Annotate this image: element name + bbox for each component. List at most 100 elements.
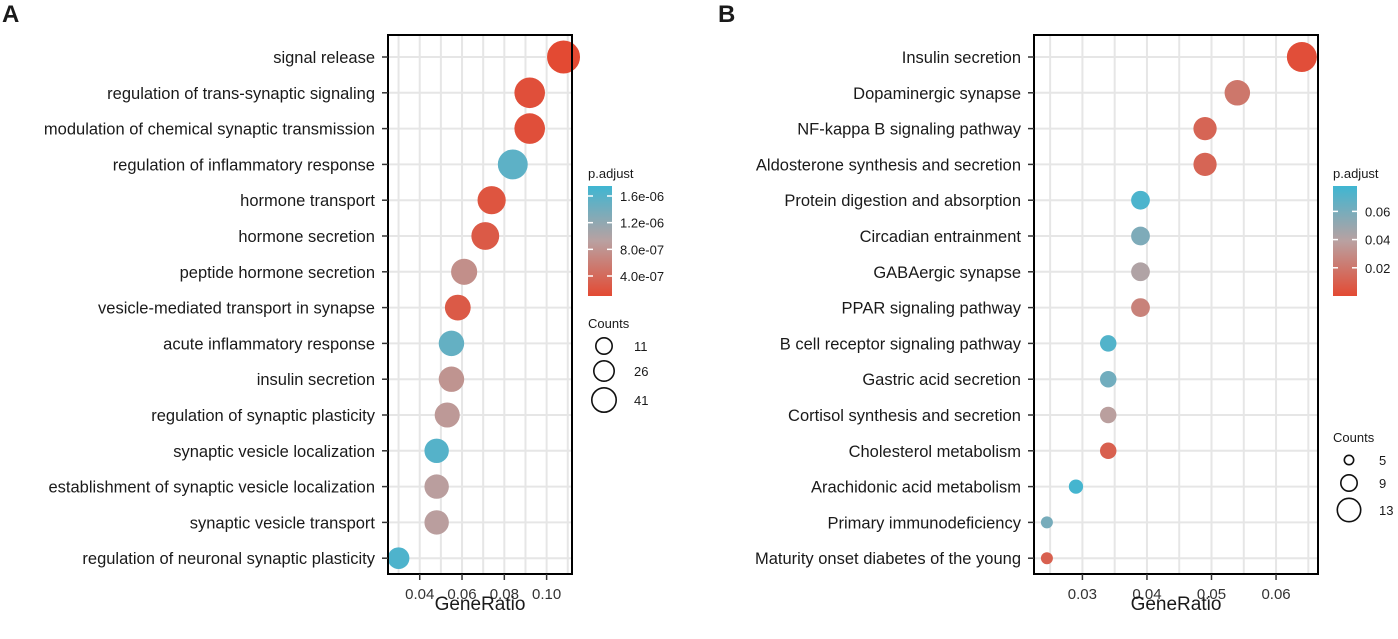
data-point <box>497 149 528 180</box>
size-legend-label: 26 <box>634 364 648 379</box>
color-legend-label: 8.0e-07 <box>620 242 664 257</box>
x-axis-title: GeneRatio <box>1131 594 1222 615</box>
y-tick-label: Arachidonic acid metabolism <box>811 479 1021 497</box>
data-point <box>1131 298 1150 317</box>
y-tick-label: establishment of synaptic vesicle locali… <box>49 479 376 497</box>
y-tick-label: acute inflammatory response <box>163 335 375 353</box>
panel-b: B Insulin secretion Dopaminergic synapse NF… <box>718 1 1393 615</box>
x-tick-label: 0.10 <box>532 586 561 603</box>
y-tick-label: B cell receptor signaling pathway <box>780 335 1022 353</box>
color-legend-title: p.adjust <box>588 166 634 181</box>
data-point <box>1286 42 1317 72</box>
size-legend-label: 9 <box>1379 476 1386 491</box>
color-legend-label: 1.6e-06 <box>620 189 664 204</box>
size-legend-key <box>592 359 615 382</box>
x-tick-label: 0.06 <box>1261 586 1290 603</box>
y-tick-label: Dopaminergic synapse <box>853 85 1021 103</box>
data-point <box>1099 442 1117 460</box>
y-tick-label: Aldosterone synthesis and secretion <box>756 156 1021 174</box>
data-point <box>1131 226 1150 246</box>
color-legend-label: 0.02 <box>1365 261 1390 276</box>
y-tick-label: NF-kappa B signaling pathway <box>797 121 1022 139</box>
x-axis-title: GeneRatio <box>435 594 526 615</box>
size-legend-key <box>595 337 613 355</box>
data-point <box>451 258 478 285</box>
size-legend-key <box>1340 474 1358 492</box>
panel-letter: A <box>2 1 19 28</box>
x-tick-label: 0.04 <box>1132 586 1161 603</box>
y-tick-label: Insulin secretion <box>902 49 1021 67</box>
data-point <box>1099 370 1117 388</box>
data-point <box>1068 479 1084 494</box>
size-legend-label: 5 <box>1379 453 1386 468</box>
y-tick-label: hormone transport <box>240 192 375 210</box>
size-legend-key <box>1336 497 1362 523</box>
color-legend-label: 1.2e-06 <box>620 216 664 231</box>
data-point <box>1224 80 1251 106</box>
y-tick-label: Gastric acid secretion <box>862 371 1021 389</box>
data-point <box>1193 116 1217 141</box>
y-tick-label: regulation of synaptic plasticity <box>151 407 376 425</box>
size-legend-label: 13 <box>1379 503 1393 518</box>
data-point <box>438 330 465 357</box>
data-point <box>477 186 506 215</box>
y-tick-label: Circadian entrainment <box>860 228 1022 246</box>
y-tick-label: regulation of trans-synaptic signaling <box>107 85 375 103</box>
data-point <box>514 77 546 109</box>
plot-area <box>388 35 572 574</box>
y-tick-label: synaptic vesicle localization <box>173 443 375 461</box>
size-legend-key <box>590 386 617 413</box>
data-point <box>471 222 500 250</box>
size-legend-key <box>1343 454 1355 466</box>
panel-letter: B <box>718 1 735 28</box>
x-tick-label: 0.05 <box>1197 586 1226 603</box>
color-legend-title: p.adjust <box>1333 166 1379 181</box>
data-point <box>1040 516 1053 529</box>
y-tick-label: Cholesterol metabolism <box>849 443 1021 461</box>
y-tick-label: Protein digestion and absorption <box>784 192 1021 210</box>
plot-frame <box>1033 34 1319 575</box>
y-tick-label: synaptic vesicle transport <box>190 514 376 532</box>
data-point <box>1131 262 1150 282</box>
y-tick-label: insulin secretion <box>257 371 375 389</box>
y-tick-label: PPAR signaling pathway <box>842 300 1022 318</box>
data-point <box>424 438 449 464</box>
y-tick-label: modulation of chemical synaptic transmis… <box>44 121 375 139</box>
y-tick-label: regulation of neuronal synaptic plastici… <box>82 550 375 568</box>
x-tick-label: 0.03 <box>1068 586 1097 603</box>
data-point <box>1099 335 1117 352</box>
size-legend-title: Counts <box>588 316 630 331</box>
y-tick-label: vesicle-mediated transport in synapse <box>98 300 375 318</box>
y-tick-label: GABAergic synapse <box>873 264 1021 282</box>
data-point <box>444 294 471 321</box>
y-tick-label: hormone secretion <box>238 228 375 246</box>
data-point <box>1099 406 1117 424</box>
color-legend-bar <box>588 186 612 296</box>
color-legend-label: 0.06 <box>1365 204 1390 219</box>
y-tick-label: Maturity onset diabetes of the young <box>755 550 1021 568</box>
size-legend-label: 41 <box>634 393 648 408</box>
size-legend-label: 11 <box>634 339 648 354</box>
data-point <box>438 366 465 392</box>
data-point <box>1131 190 1150 210</box>
color-legend-label: 4.0e-07 <box>620 269 664 284</box>
x-tick-label: 0.04 <box>405 586 434 603</box>
color-legend-bar <box>1333 186 1357 296</box>
data-point <box>387 547 410 570</box>
y-tick-label: regulation of inflammatory response <box>113 156 375 174</box>
y-tick-label: signal release <box>273 49 375 67</box>
plot-frame <box>387 34 573 575</box>
y-tick-label: Primary immunodeficiency <box>828 514 1022 532</box>
x-tick-label: 0.06 <box>447 586 476 603</box>
size-legend-title: Counts <box>1333 430 1375 445</box>
data-point <box>424 474 449 499</box>
y-tick-label: Cortisol synthesis and secretion <box>788 407 1021 425</box>
data-point <box>424 510 449 535</box>
x-tick-label: 0.08 <box>490 586 519 603</box>
y-tick-label: peptide hormone secretion <box>180 264 375 282</box>
data-point <box>547 40 581 74</box>
data-point <box>514 113 546 144</box>
